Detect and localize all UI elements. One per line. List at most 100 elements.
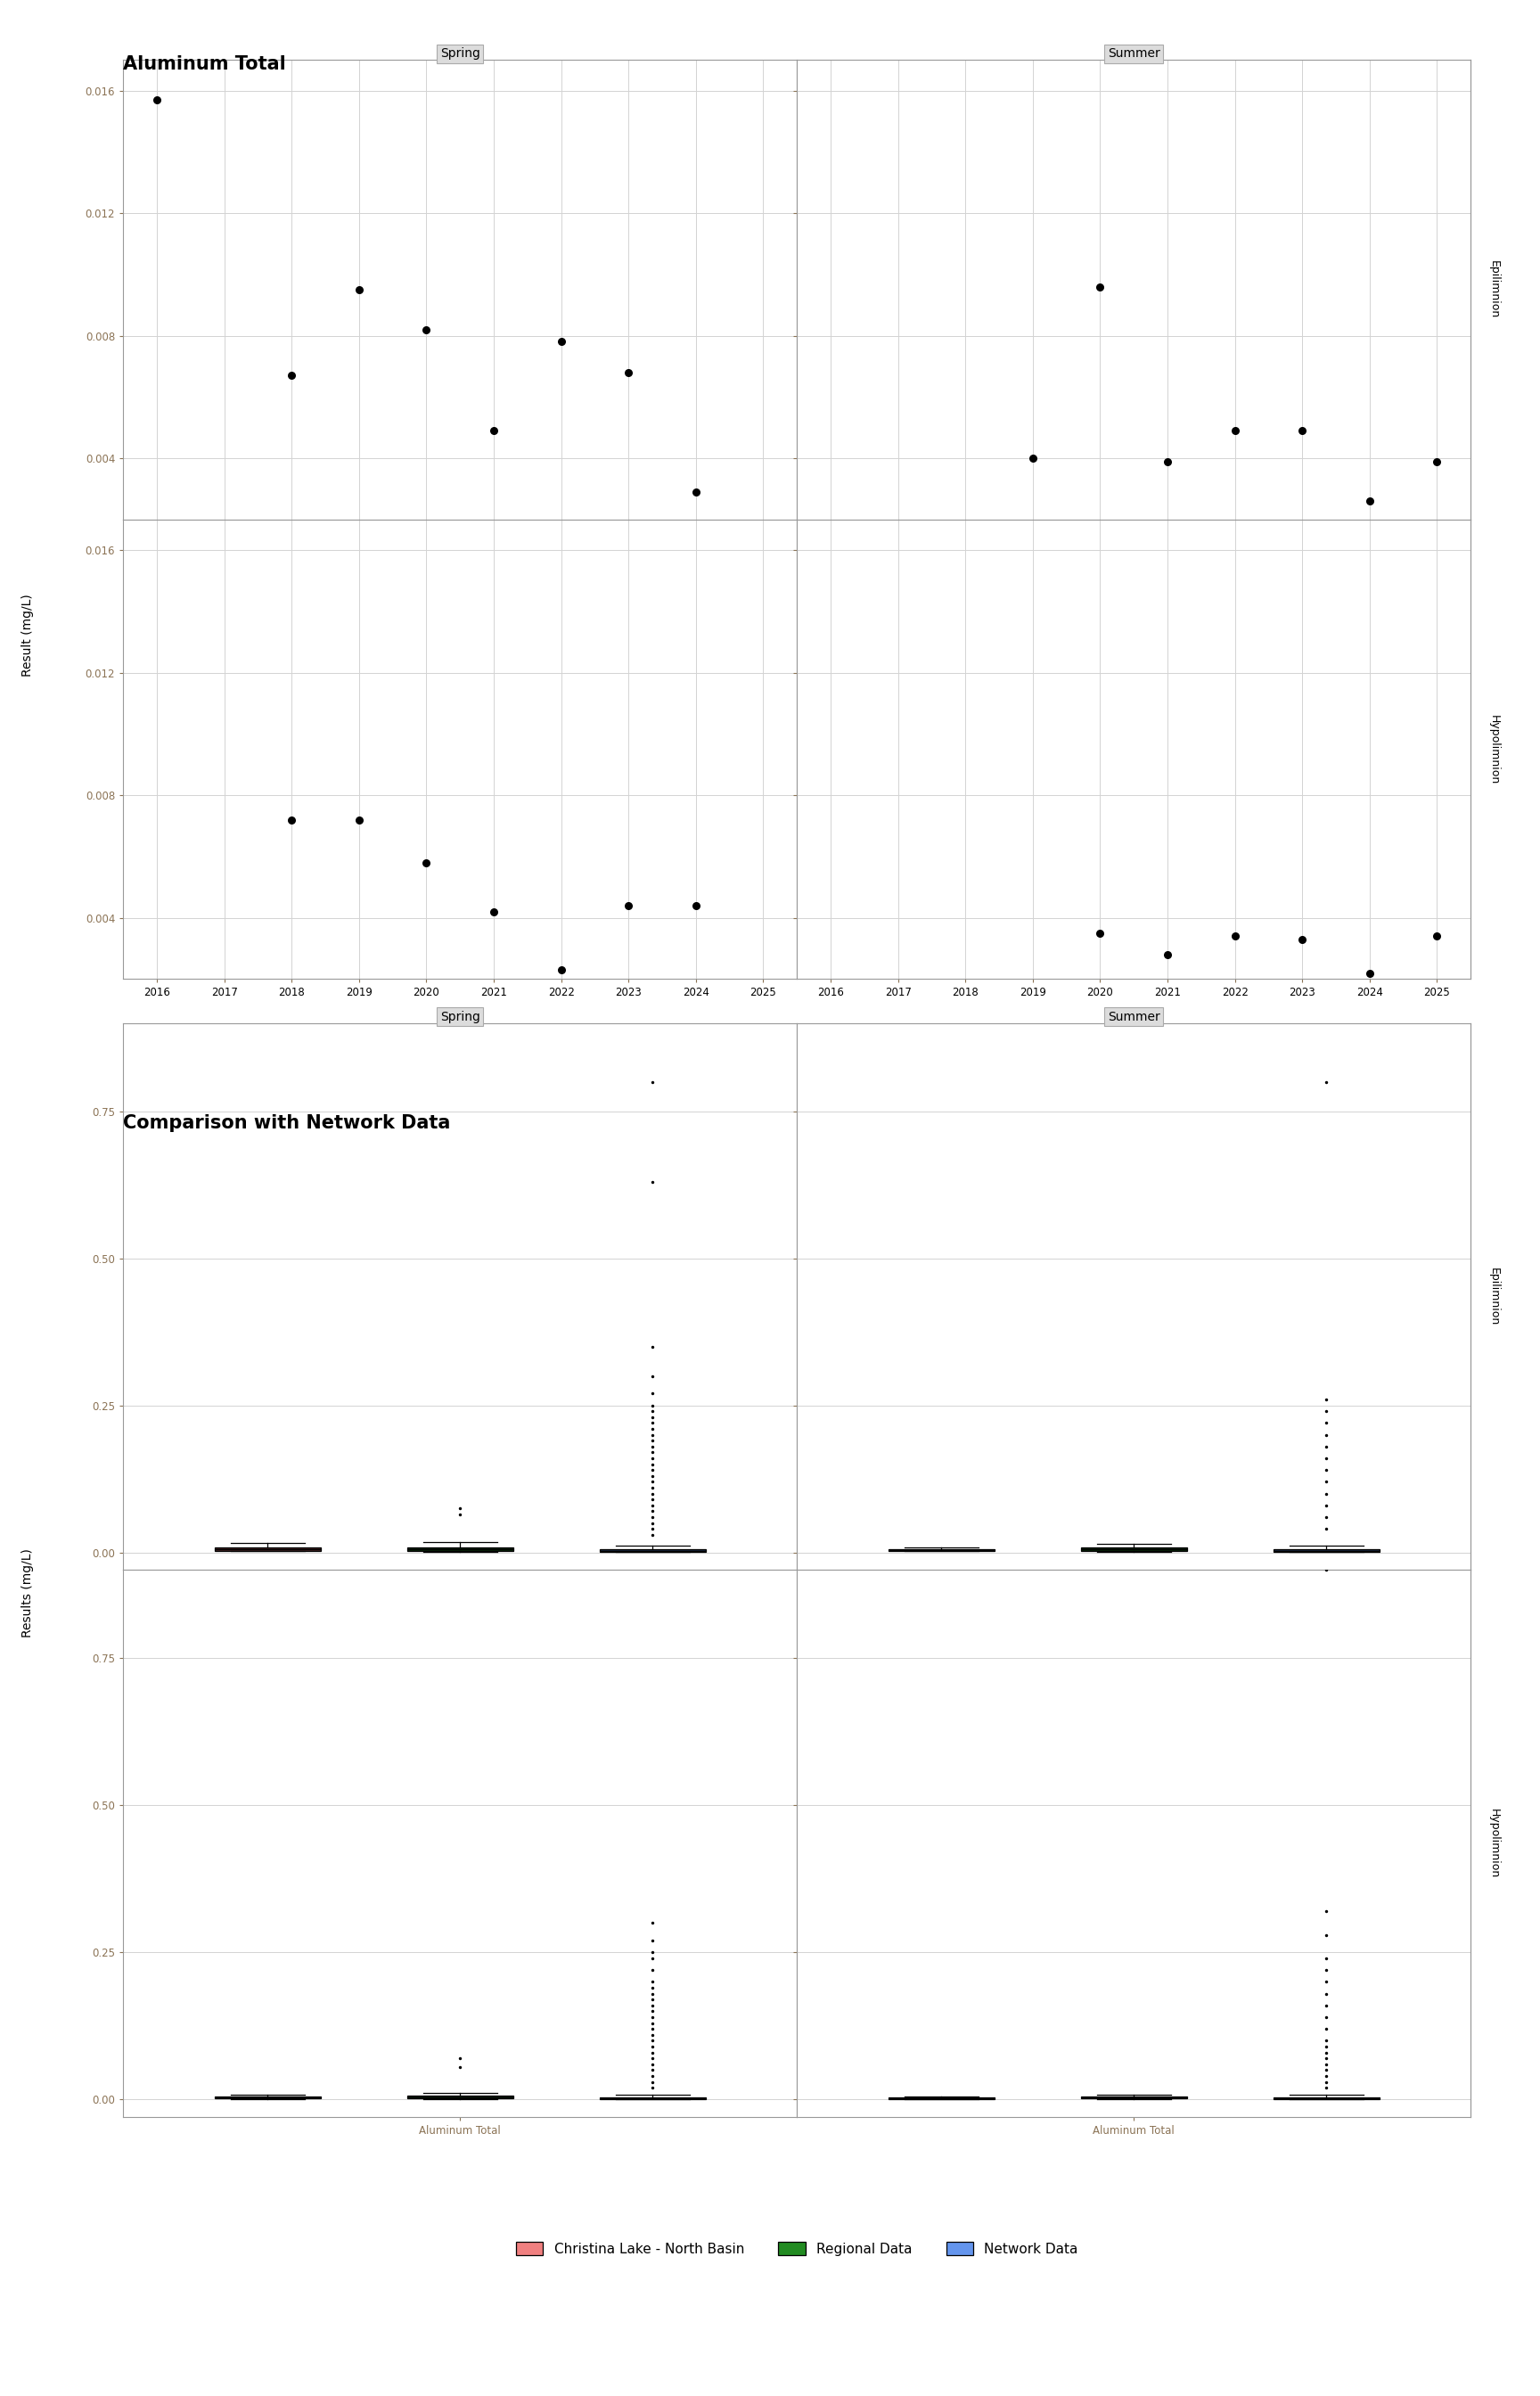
Bar (214, 1548, 320, 1550)
Point (641, 1327, 665, 1366)
Point (414, 311, 439, 350)
Point (641, 2015, 665, 2053)
Point (414, 843, 439, 882)
Point (1314, 2010, 1338, 2049)
Point (641, 1445, 665, 1483)
Point (1314, 1486, 1338, 1524)
Point (1314, 2027, 1338, 2065)
Point (1314, 1998, 1338, 2037)
Point (1314, 2063, 1338, 2101)
Point (482, 894, 507, 932)
Point (641, 2010, 665, 2049)
Point (684, 472, 708, 510)
Point (641, 1505, 665, 1543)
Text: Results (mg/L): Results (mg/L) (22, 1548, 34, 1639)
Point (1314, 2056, 1338, 2094)
Point (1314, 1986, 1338, 2025)
Point (1314, 1498, 1338, 1536)
Point (641, 1387, 665, 1426)
Point (1424, 443, 1449, 482)
Point (548, 951, 573, 990)
Point (1314, 1416, 1338, 1454)
Point (641, 1416, 665, 1454)
Point (1314, 2046, 1338, 2085)
Point (346, 271, 371, 309)
Point (1314, 2068, 1338, 2106)
Point (641, 2022, 665, 2061)
Point (641, 1397, 665, 1435)
Point (641, 1457, 665, 1495)
Point (1314, 1462, 1338, 1500)
Title: Summer: Summer (1107, 1011, 1160, 1023)
Point (641, 1950, 665, 1989)
Point (641, 2056, 665, 2094)
Title: Spring: Spring (440, 1011, 480, 1023)
Point (641, 1356, 665, 1394)
Point (641, 1481, 665, 1519)
Bar (407, 2096, 513, 2099)
Point (641, 1962, 665, 2001)
Point (1357, 954, 1381, 992)
Point (641, 1974, 665, 2013)
Point (641, 1498, 665, 1536)
Point (279, 357, 303, 395)
Point (1314, 1550, 1338, 1589)
Y-axis label: Hypolimnion: Hypolimnion (1488, 1809, 1500, 1878)
Point (346, 800, 371, 839)
Point (641, 1986, 665, 2025)
Point (1314, 1392, 1338, 1430)
Point (1314, 1974, 1338, 2013)
Point (1314, 1962, 1338, 2001)
Point (1314, 1917, 1338, 1955)
Point (1314, 1452, 1338, 1490)
Point (482, 412, 507, 450)
Point (641, 1998, 665, 2037)
Bar (407, 1548, 513, 1550)
Point (641, 1428, 665, 1466)
Point (641, 1474, 665, 1512)
Text: Aluminum Total: Aluminum Total (123, 55, 286, 72)
Title: Summer: Summer (1107, 48, 1160, 60)
Point (641, 1991, 665, 2029)
Point (1155, 934, 1180, 973)
Point (641, 1934, 665, 1972)
Point (1314, 1950, 1338, 1989)
Point (448, 1490, 473, 1529)
Point (1021, 438, 1046, 477)
Y-axis label: Epilimnion: Epilimnion (1488, 1267, 1500, 1325)
Point (548, 323, 573, 362)
Point (641, 1493, 665, 1531)
Point (1223, 412, 1247, 450)
Point (641, 2063, 665, 2101)
Point (641, 1509, 665, 1548)
Point (1314, 2039, 1338, 2077)
Point (1314, 1474, 1338, 1512)
Point (641, 1517, 665, 1555)
Point (1291, 920, 1315, 958)
Legend: Christina Lake - North Basin, Regional Data, Network Data: Christina Lake - North Basin, Regional D… (510, 2235, 1084, 2262)
Point (448, 2049, 473, 2087)
Point (641, 2003, 665, 2041)
Point (641, 1452, 665, 1490)
Point (641, 1486, 665, 1524)
Point (641, 1392, 665, 1430)
Point (641, 1970, 665, 2008)
Point (1314, 1440, 1338, 1478)
Point (1314, 1061, 1338, 1100)
Point (616, 887, 641, 925)
Point (641, 1922, 665, 1960)
Point (641, 2027, 665, 2065)
Y-axis label: Epilimnion: Epilimnion (1488, 261, 1500, 319)
Point (641, 1162, 665, 1200)
Point (1314, 1428, 1338, 1466)
Text: Result (mg/L): Result (mg/L) (22, 594, 34, 676)
Point (1087, 268, 1112, 307)
Text: Comparison with Network Data: Comparison with Network Data (123, 1114, 451, 1131)
Point (641, 1404, 665, 1442)
Point (641, 2034, 665, 2073)
Y-axis label: Hypolimnion: Hypolimnion (1488, 714, 1500, 783)
Point (1155, 443, 1180, 482)
Point (279, 800, 303, 839)
Point (641, 1469, 665, 1507)
Point (641, 1905, 665, 1943)
